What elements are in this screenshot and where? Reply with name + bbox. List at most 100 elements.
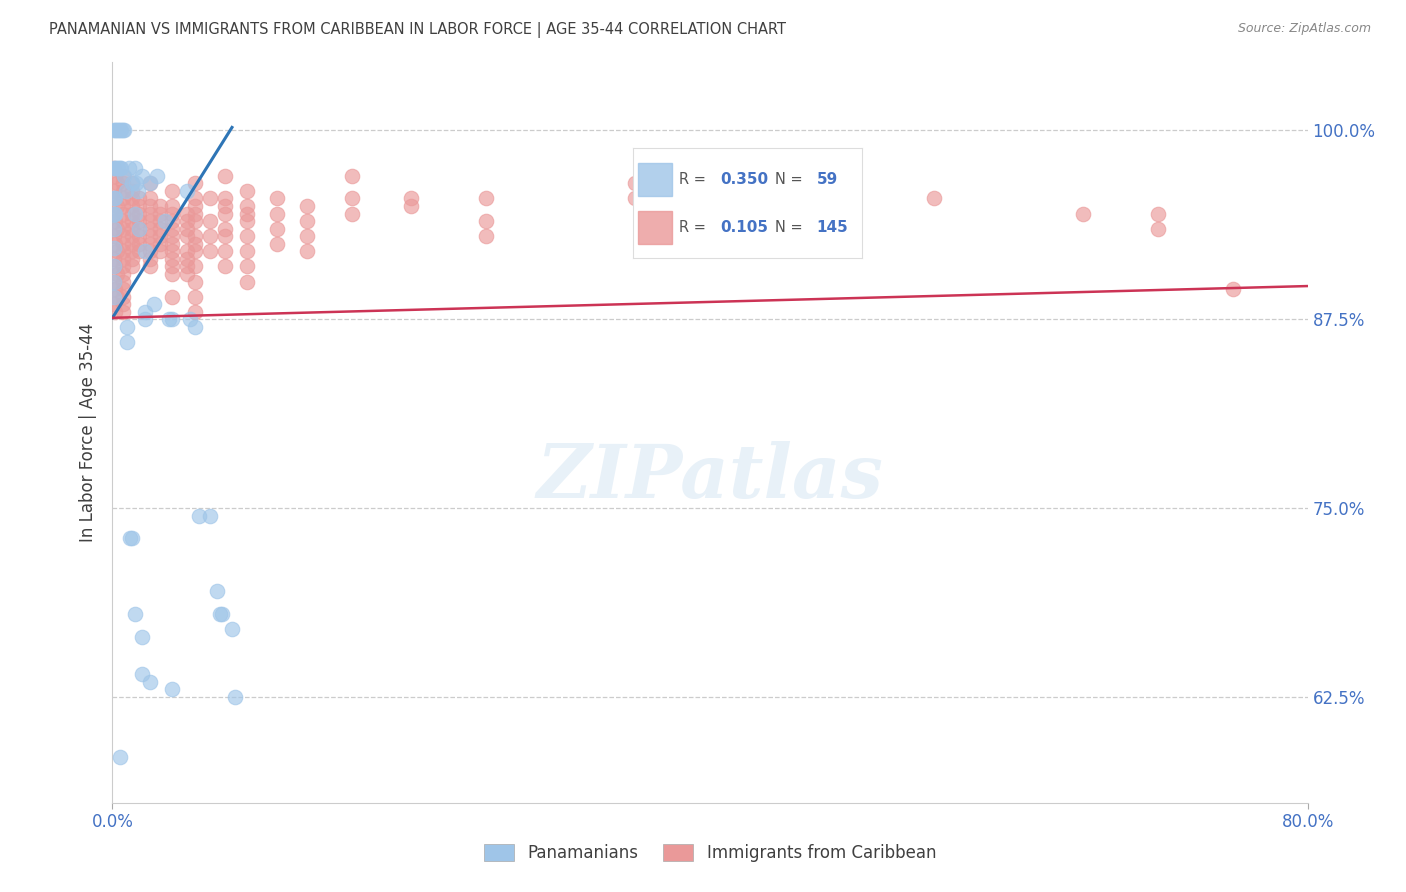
Point [214, 244, 236, 259]
Point [103, 161, 125, 176]
Point [139, 260, 162, 274]
Point [103, 275, 125, 289]
Point [111, 252, 134, 266]
Point [128, 206, 150, 220]
Point [118, 161, 141, 176]
Point [139, 206, 162, 220]
Point [111, 282, 134, 296]
Point [236, 260, 259, 274]
Point [104, 161, 127, 176]
Point [105, 123, 128, 137]
Point [1073, 206, 1095, 220]
Point [295, 229, 318, 244]
Point [149, 229, 172, 244]
Point [121, 236, 143, 251]
Point [236, 214, 259, 228]
Point [104, 214, 127, 228]
Point [103, 260, 125, 274]
Point [176, 206, 198, 220]
Point [236, 244, 259, 259]
Point [139, 674, 162, 689]
Point [162, 267, 183, 281]
Point [111, 236, 134, 251]
Point [183, 191, 205, 205]
Point [104, 236, 127, 251]
Point [176, 267, 198, 281]
Point [176, 252, 198, 266]
Point [162, 244, 183, 259]
Point [149, 199, 172, 213]
Point [111, 275, 134, 289]
Point [139, 221, 162, 235]
Point [183, 229, 205, 244]
Point [117, 334, 139, 349]
Point [1147, 206, 1170, 220]
Point [124, 206, 146, 220]
Point [104, 206, 127, 220]
Point [124, 161, 146, 176]
Point [1147, 221, 1170, 235]
Point [176, 214, 198, 228]
Point [198, 508, 221, 523]
Point [128, 221, 150, 235]
Point [121, 260, 143, 274]
Point [104, 191, 127, 205]
Point [176, 184, 198, 198]
Legend: Panamanians, Immigrants from Caribbean: Panamanians, Immigrants from Caribbean [477, 837, 943, 869]
Point [111, 260, 134, 274]
Point [114, 169, 135, 183]
Point [149, 206, 172, 220]
Point [475, 191, 498, 205]
Point [121, 206, 143, 220]
Text: 0.105: 0.105 [720, 219, 768, 235]
Text: N =: N = [775, 219, 807, 235]
Point [103, 206, 125, 220]
Point [104, 304, 127, 318]
Point [162, 252, 183, 266]
Point [183, 290, 205, 304]
Point [211, 607, 233, 621]
Point [214, 260, 236, 274]
Point [108, 750, 131, 764]
Point [266, 236, 288, 251]
Point [183, 275, 205, 289]
Point [111, 206, 134, 220]
Point [146, 169, 169, 183]
Point [176, 229, 198, 244]
Point [120, 532, 142, 546]
Point [183, 177, 205, 191]
Point [117, 319, 139, 334]
Point [236, 184, 259, 198]
Point [104, 169, 127, 183]
Point [139, 236, 162, 251]
Point [104, 123, 127, 137]
Point [149, 214, 172, 228]
Point [143, 297, 166, 311]
Point [149, 236, 172, 251]
FancyBboxPatch shape [638, 211, 672, 244]
Point [162, 290, 183, 304]
Text: Source: ZipAtlas.com: Source: ZipAtlas.com [1237, 22, 1371, 36]
Point [162, 184, 183, 198]
Point [214, 221, 236, 235]
Point [401, 191, 423, 205]
Point [111, 123, 134, 137]
Point [205, 584, 228, 599]
Point [111, 244, 134, 259]
Point [183, 319, 205, 334]
Point [183, 244, 205, 259]
Point [624, 191, 647, 205]
Point [103, 206, 125, 220]
Point [121, 177, 143, 191]
Point [214, 191, 236, 205]
Point [295, 244, 318, 259]
Point [103, 241, 125, 255]
FancyBboxPatch shape [638, 162, 672, 195]
Point [105, 199, 128, 213]
Point [125, 177, 148, 191]
Point [401, 199, 423, 213]
Point [128, 236, 150, 251]
Point [183, 236, 205, 251]
Text: 59: 59 [817, 171, 838, 186]
Point [121, 221, 143, 235]
